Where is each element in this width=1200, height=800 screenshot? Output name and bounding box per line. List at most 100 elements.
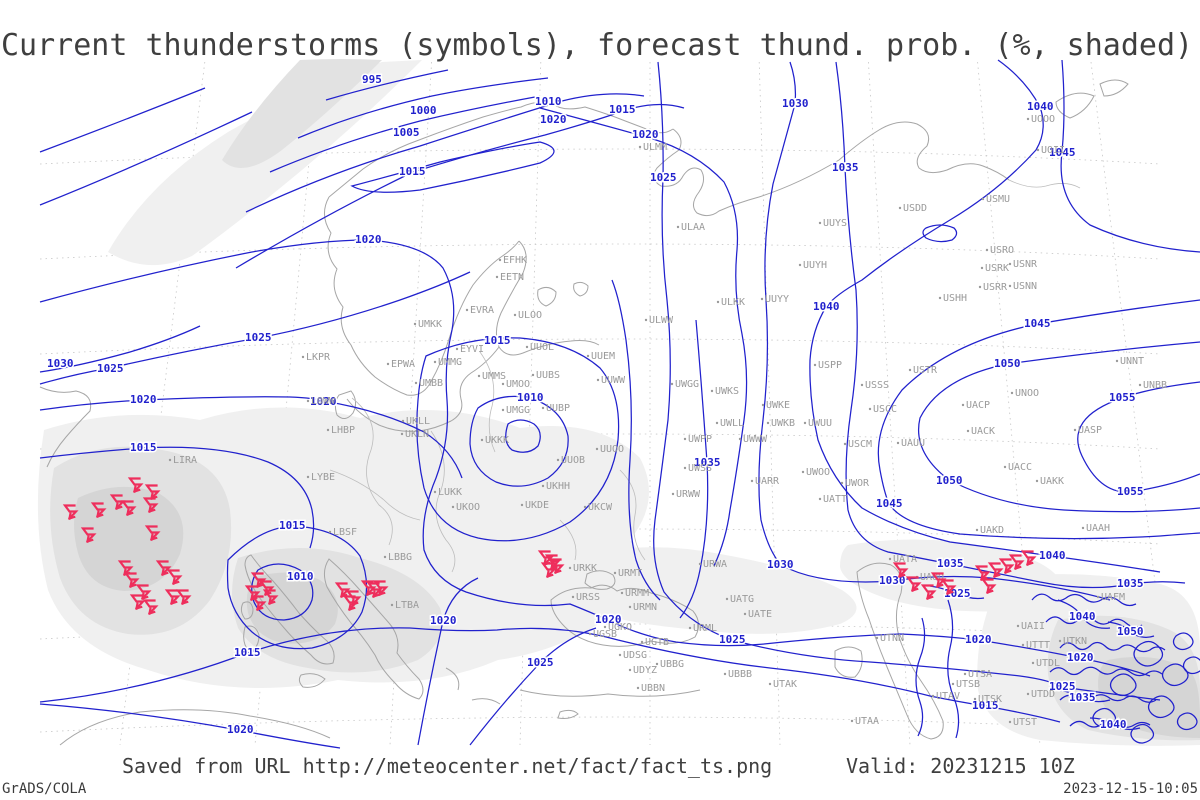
isobar-label: 1020 <box>430 614 457 627</box>
station-dot <box>596 378 600 382</box>
station-code: UUBP <box>546 403 570 414</box>
station-code: EVRA <box>470 305 494 316</box>
probability-shade-area <box>1098 656 1200 738</box>
station-code: UWOO <box>806 467 830 478</box>
station-code: UUYH <box>803 260 827 271</box>
isobar-line <box>947 599 960 739</box>
station-code: UUYY <box>765 294 789 305</box>
source-url-caption: Saved from URL http://meteocenter.net/fa… <box>122 754 773 778</box>
station-code: EPWA <box>391 359 415 370</box>
isobar-line <box>1092 707 1117 728</box>
station-code: URMT <box>618 568 642 579</box>
station-dot <box>760 297 764 301</box>
station-dot <box>603 625 607 629</box>
station-code: UWKE <box>766 400 790 411</box>
thunderstorm-icon <box>342 595 359 612</box>
station-dot <box>860 383 864 387</box>
station-code: UUOL <box>530 342 554 353</box>
isobar-label: 1040 <box>1100 718 1127 731</box>
station-dot <box>670 382 674 386</box>
isobar-label: 1020 <box>540 113 567 126</box>
station-code: UTAK <box>773 679 797 690</box>
station-dot <box>620 591 624 595</box>
isobar-line <box>505 419 541 453</box>
thunderstorm-icon <box>930 572 947 589</box>
station-dot <box>896 441 900 445</box>
thunderstorm-icon <box>980 578 997 595</box>
isobar-label: 1015 <box>399 165 426 178</box>
thunderstorm-icon <box>120 500 137 517</box>
isobar-value-labels: 995 1000 1005 1010 1020 1015 1020 1015 1025 1020 1… <box>46 72 1146 738</box>
probability-shade-area <box>222 59 382 168</box>
station-code: UTAA <box>855 716 879 727</box>
station-code: UUEM <box>591 351 615 362</box>
station-dot <box>715 421 719 425</box>
isobar-label: 1015 <box>130 441 157 454</box>
station-code: UGKO <box>608 622 632 633</box>
station-dot <box>676 225 680 229</box>
station-dot <box>868 407 872 411</box>
station-dot <box>973 697 977 701</box>
isobar-line <box>679 319 709 619</box>
thunderstorm-icon <box>90 502 107 519</box>
station-dot <box>875 636 879 640</box>
station-code: UUYS <box>823 218 847 229</box>
station-code: USRR <box>983 282 1008 293</box>
station-code: UTDD <box>1031 689 1055 700</box>
station-dot <box>963 672 967 676</box>
isobar-line <box>1045 615 1143 628</box>
meridian-line <box>389 61 432 746</box>
station-dot <box>588 632 592 636</box>
thunderstorm-icon <box>155 560 172 577</box>
station-code: LOWW <box>311 396 336 407</box>
station-code: EETN <box>500 272 524 283</box>
isobar-label: 1025 <box>245 331 272 344</box>
isobar-label: 1025 <box>97 362 124 375</box>
thunderstorm-icon <box>262 589 279 606</box>
thunderstorm-icon <box>142 599 159 616</box>
coastline-arctic-islands <box>1055 79 1129 119</box>
station-dot <box>683 466 687 470</box>
isobar-line <box>1059 694 1157 703</box>
station-dot <box>1008 262 1012 266</box>
isobar-label: 1020 <box>355 233 382 246</box>
thunderstorm-icon <box>250 595 267 612</box>
isobar-line <box>1109 673 1137 697</box>
coastline-corsica <box>240 601 254 620</box>
isobar-line <box>1057 689 1111 703</box>
coastline-biscay <box>39 386 92 468</box>
station-dot <box>1008 720 1012 724</box>
station-dot <box>1035 479 1039 483</box>
isobar-label: 1040 <box>1027 100 1054 113</box>
station-dot <box>498 258 502 262</box>
parallel-line <box>39 338 1161 355</box>
station-dot <box>640 640 644 644</box>
station-code: UWPP <box>688 434 712 445</box>
station-dot <box>975 528 979 532</box>
station-code: UACK <box>971 426 995 437</box>
station-dot <box>477 374 481 378</box>
coastline-north-russia <box>653 121 1010 217</box>
thunderstorm-icon <box>940 579 957 596</box>
thunderstorm-icon <box>548 558 565 575</box>
isobar-line <box>1133 640 1164 667</box>
station-dot <box>414 381 418 385</box>
thunderstorm-icon <box>80 527 97 544</box>
isobar-line <box>1049 666 1163 677</box>
station-code: URWW <box>676 489 701 500</box>
coastline-caspian-sea <box>856 562 944 740</box>
isobar-label: 1010 <box>517 391 544 404</box>
station-dot <box>981 197 985 201</box>
isobar-line <box>1176 712 1198 731</box>
station-dot <box>716 300 720 304</box>
station-code: LBBG <box>388 552 412 563</box>
station-code: EFHK <box>503 255 527 266</box>
isobar-line <box>1031 593 1137 607</box>
station-dot <box>803 421 807 425</box>
isobar-line <box>1130 723 1155 744</box>
station-dot <box>951 682 955 686</box>
station-code: ULAA <box>681 222 705 233</box>
station-code: UTST <box>1013 717 1037 728</box>
station-dot <box>1031 661 1035 665</box>
station-dot <box>750 479 754 483</box>
